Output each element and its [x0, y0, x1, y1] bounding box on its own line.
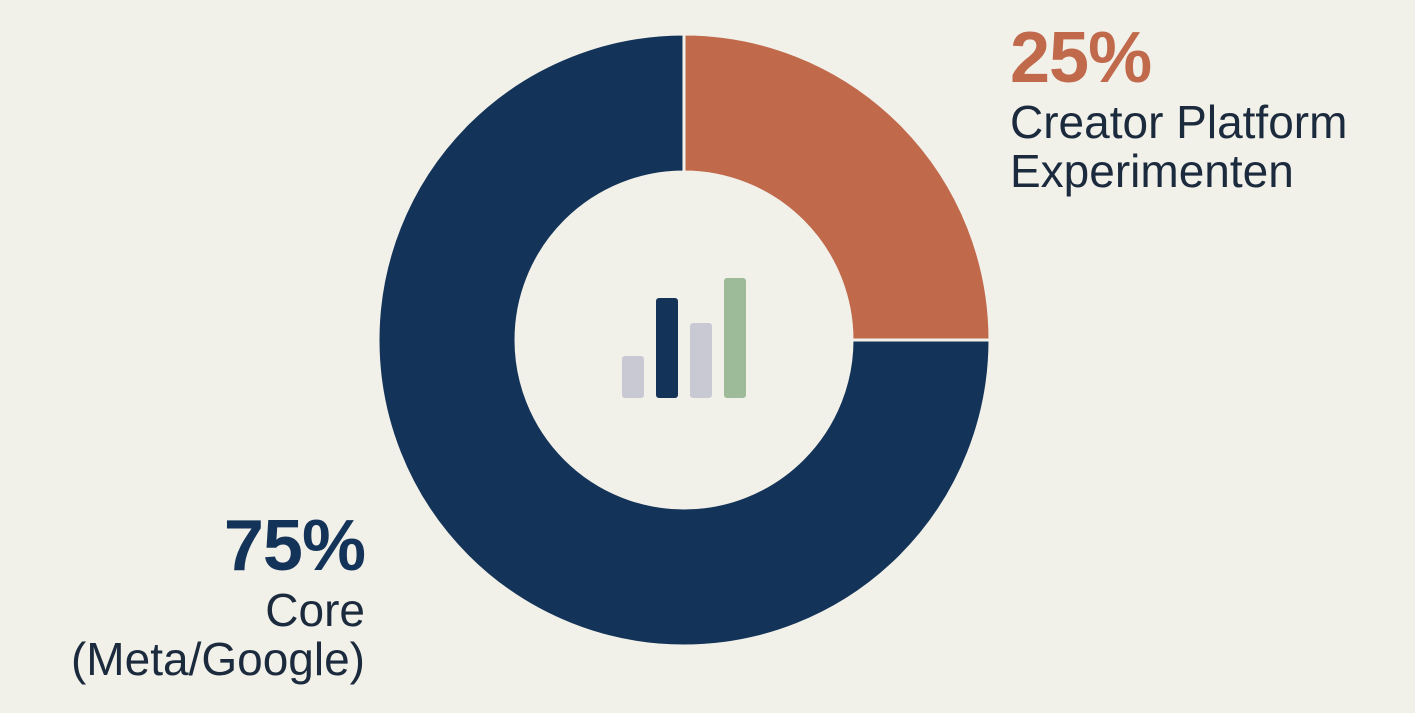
slice-description: Creator Platform Experimenten [1010, 95, 1348, 198]
slice-description-line: Core [265, 583, 365, 636]
icon-bar [656, 298, 678, 398]
slice-description-line: (Meta/Google) [70, 633, 365, 686]
slice-percent-label: 75% [223, 506, 366, 586]
slice-label-creator-platform: 25% Creator Platform Experimenten [1010, 18, 1348, 198]
slice-percent-label: 25% [1010, 18, 1152, 98]
slice-description-line: Experimenten [1010, 145, 1294, 198]
icon-bar [690, 323, 712, 398]
icon-bar [724, 278, 746, 398]
donut-hole [516, 172, 852, 508]
icon-bar [622, 356, 644, 398]
slice-description-line: Creator Platform [1010, 95, 1348, 148]
slice-description: Core (Meta/Google) [70, 583, 365, 686]
slice-label-core: 75% Core (Meta/Google) [70, 506, 366, 686]
bar-chart-icon [622, 278, 746, 398]
